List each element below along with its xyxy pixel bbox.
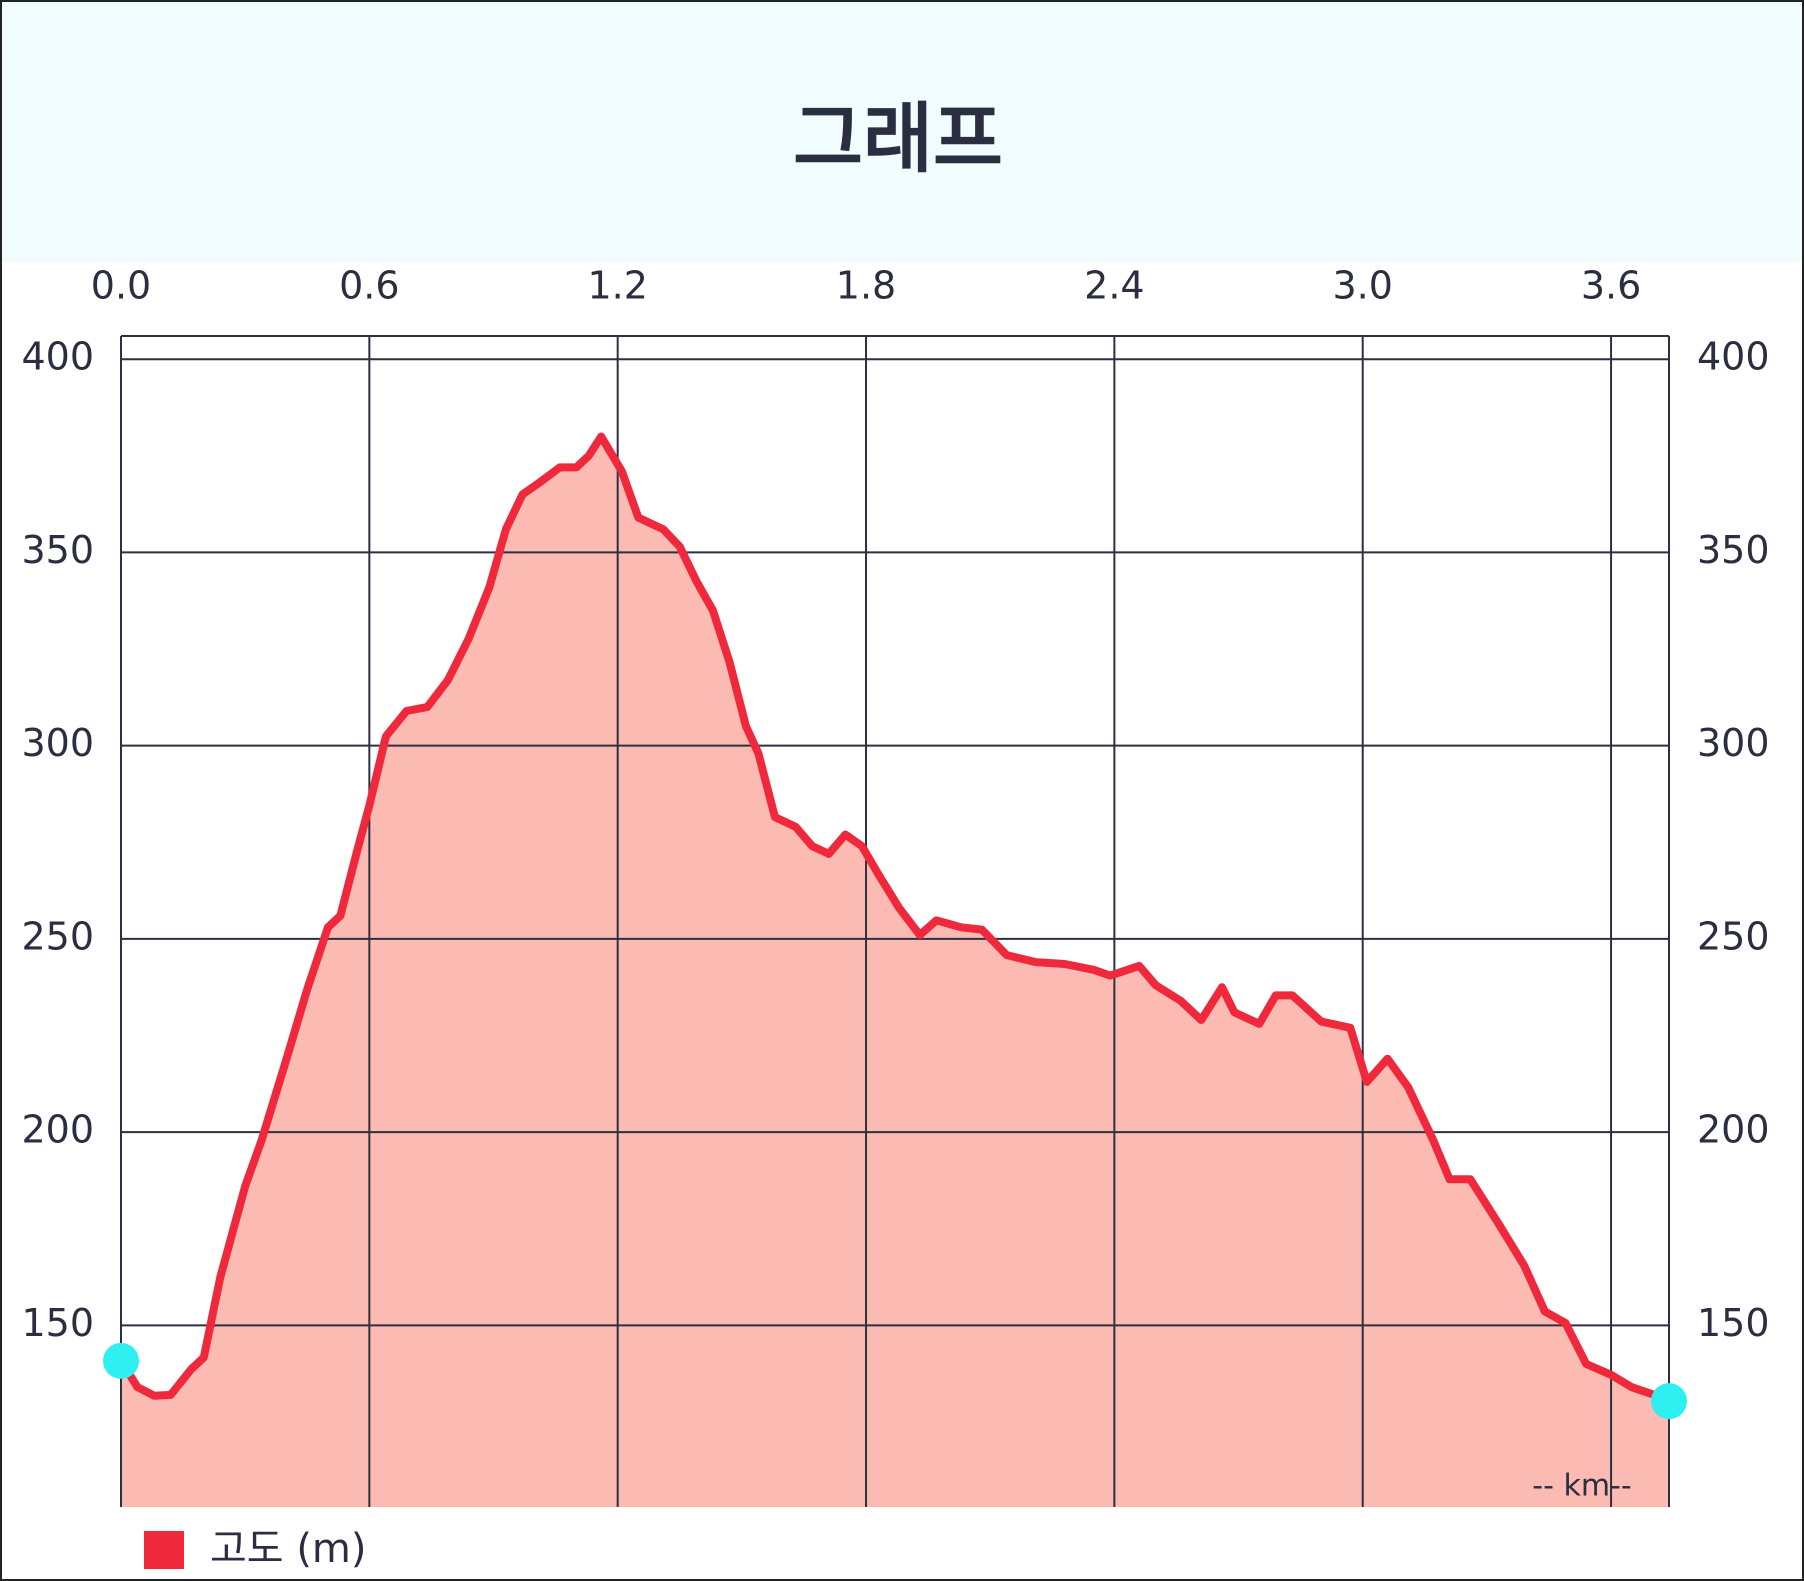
endpoint-marker bbox=[103, 1342, 139, 1379]
y-tick-label-right: 400 bbox=[1697, 335, 1770, 379]
y-tick-label: 350 bbox=[21, 528, 94, 572]
y-tick-label: 300 bbox=[21, 721, 94, 765]
legend-label: 고도 (m) bbox=[210, 1526, 367, 1572]
x-tick-label: 1.2 bbox=[587, 264, 647, 308]
x-tick-label: 0.6 bbox=[339, 264, 399, 308]
area-fill bbox=[121, 436, 1669, 1508]
y-tick-label-right: 200 bbox=[1697, 1108, 1770, 1152]
legend-swatch bbox=[144, 1531, 184, 1569]
elevation-line bbox=[117, 432, 1671, 1405]
y-tick-label-right: 300 bbox=[1697, 721, 1770, 765]
y-tick-label: 150 bbox=[21, 1301, 94, 1345]
y-tick-label: 200 bbox=[21, 1108, 94, 1152]
header bbox=[2, 2, 1802, 262]
y-tick-label: 400 bbox=[21, 335, 94, 379]
x-axis-label: -- km-- bbox=[1532, 1469, 1631, 1504]
endpoint-marker bbox=[1651, 1383, 1687, 1420]
x-tick-label: 1.8 bbox=[836, 264, 896, 308]
y-tick-label-right: 250 bbox=[1697, 914, 1770, 958]
y-tick-label-right: 150 bbox=[1697, 1301, 1770, 1345]
x-tick-label: 3.0 bbox=[1332, 264, 1392, 308]
y-tick-label: 250 bbox=[21, 914, 94, 958]
x-tick-label: 2.4 bbox=[1084, 264, 1144, 308]
x-tick-label: 0.0 bbox=[91, 264, 151, 308]
y-tick-label-right: 350 bbox=[1697, 528, 1770, 572]
x-tick-label: 3.6 bbox=[1581, 264, 1641, 308]
chart-title: 그래프 bbox=[793, 94, 1003, 183]
